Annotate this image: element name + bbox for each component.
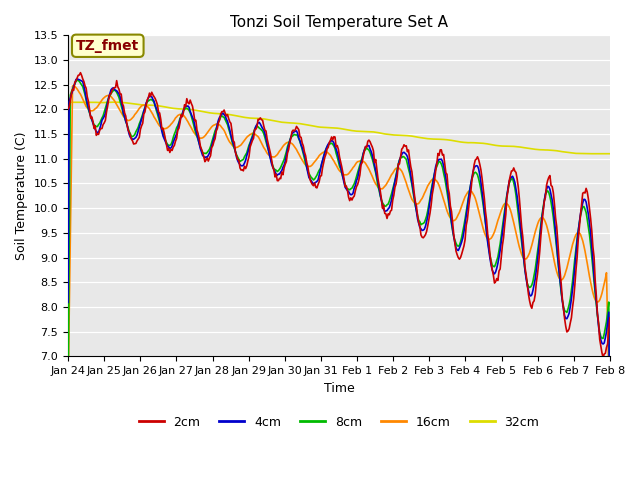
32cm [606, 151, 614, 156]
32cm [463, 140, 471, 145]
2cm [369, 144, 376, 150]
Line: 2cm: 2cm [68, 72, 610, 358]
2cm [294, 125, 301, 131]
8cm [294, 133, 301, 139]
4cm [73, 76, 81, 82]
2cm [599, 355, 607, 360]
2cm [557, 281, 565, 287]
8cm [463, 202, 471, 208]
4cm [294, 131, 301, 136]
2cm [394, 161, 402, 167]
4cm [606, 435, 614, 441]
Title: Tonzi Soil Temperature Set A: Tonzi Soil Temperature Set A [230, 15, 448, 30]
4cm [64, 300, 72, 305]
4cm [463, 205, 471, 211]
16cm [234, 144, 241, 150]
Line: 16cm: 16cm [68, 86, 610, 428]
2cm [606, 315, 614, 321]
16cm [294, 149, 301, 155]
8cm [234, 154, 241, 160]
8cm [73, 77, 81, 83]
32cm [584, 151, 591, 156]
16cm [557, 277, 565, 283]
Line: 32cm: 32cm [68, 102, 610, 154]
8cm [557, 290, 565, 296]
4cm [369, 153, 376, 158]
32cm [234, 113, 241, 119]
16cm [369, 174, 376, 180]
8cm [394, 161, 402, 167]
16cm [64, 391, 72, 396]
X-axis label: Time: Time [324, 382, 355, 395]
Text: TZ_fmet: TZ_fmet [76, 39, 140, 53]
16cm [606, 425, 614, 431]
32cm [394, 132, 402, 138]
32cm [113, 99, 120, 105]
8cm [64, 397, 72, 403]
4cm [234, 158, 241, 164]
Line: 8cm: 8cm [68, 80, 610, 400]
4cm [394, 162, 402, 168]
32cm [294, 120, 301, 126]
32cm [557, 149, 565, 155]
16cm [394, 165, 402, 171]
16cm [463, 190, 471, 196]
32cm [369, 129, 376, 135]
2cm [463, 217, 471, 223]
16cm [68, 83, 76, 89]
2cm [77, 70, 84, 75]
Legend: 2cm, 4cm, 8cm, 16cm, 32cm: 2cm, 4cm, 8cm, 16cm, 32cm [134, 411, 545, 434]
8cm [606, 396, 614, 401]
2cm [234, 157, 241, 163]
32cm [64, 99, 72, 105]
2cm [64, 106, 72, 112]
Y-axis label: Soil Temperature (C): Soil Temperature (C) [15, 132, 28, 260]
Line: 4cm: 4cm [68, 79, 610, 438]
4cm [557, 288, 565, 294]
8cm [369, 156, 376, 162]
